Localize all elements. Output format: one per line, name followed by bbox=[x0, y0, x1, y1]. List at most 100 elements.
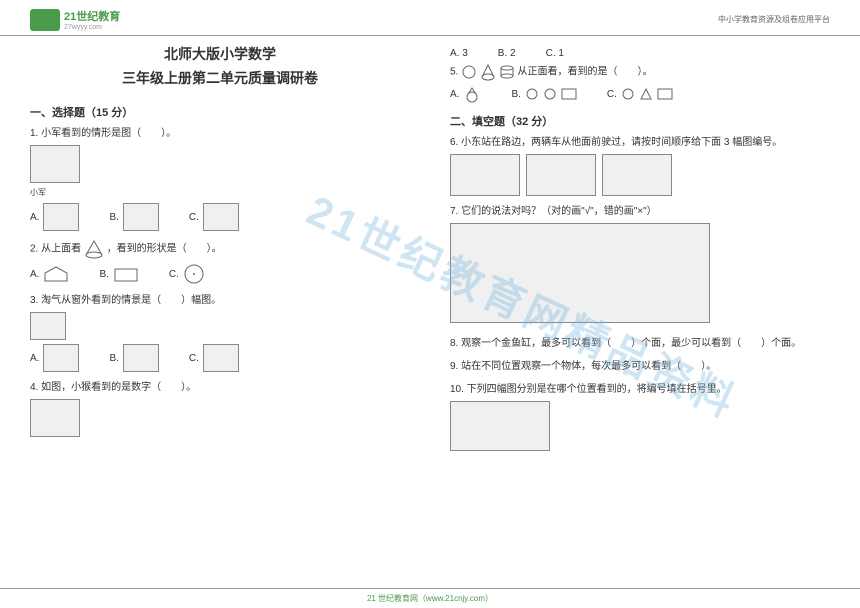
q3-figure bbox=[30, 312, 410, 340]
question-2: 2. 从上面看 ，看到的形状是（ ）。 A. B. C. bbox=[30, 239, 410, 285]
q6-figures bbox=[450, 154, 830, 196]
q3-b-image bbox=[123, 344, 159, 372]
q4-option-a: A. 3 bbox=[450, 48, 468, 59]
q9-text: 9. 站在不同位置观察一个物体，每次最多可以看到（ ）。 bbox=[450, 359, 830, 374]
q1-label: 小军 bbox=[30, 187, 410, 199]
question-8: 8. 观察一个金鱼缸，最多可以看到（ ）个面，最少可以看到（ ）个面。 bbox=[450, 336, 830, 351]
question-6: 6. 小东站在路边，两辆车从他面前驶过，请按时间顺序给下面 3 幅图编号。 bbox=[450, 135, 830, 196]
q2-c-label: C. bbox=[169, 267, 179, 282]
q5-option-c: C. bbox=[607, 87, 673, 102]
q6-text: 6. 小东站在路边，两辆车从他面前驶过，请按时间顺序给下面 3 幅图编号。 bbox=[450, 135, 830, 150]
q5-options: A. B. C. bbox=[450, 85, 830, 103]
logo-block: 21世纪教育 27wyyy.com bbox=[30, 8, 120, 31]
q1-c-image bbox=[203, 203, 239, 231]
q5-a-label: A. bbox=[450, 87, 459, 102]
q3-scene-image bbox=[30, 312, 66, 340]
q10-figure bbox=[450, 401, 830, 451]
q3-c-label: C. bbox=[189, 351, 199, 366]
q5-b-label: B. bbox=[511, 87, 520, 102]
q5-b-circle2 bbox=[543, 87, 557, 101]
logo-icon bbox=[30, 9, 60, 31]
q2-option-b: B. bbox=[99, 265, 138, 283]
q4-scene-image bbox=[30, 399, 80, 437]
section1-title: 一、选择题（15 分） bbox=[30, 104, 410, 120]
cylinder-shape-icon bbox=[499, 64, 515, 80]
q4-options: A. 3 B. 2 C. 1 bbox=[450, 48, 830, 59]
q8-text: 8. 观察一个金鱼缸，最多可以看到（ ）个面，最少可以看到（ ）个面。 bbox=[450, 336, 830, 351]
q1-text: 1. 小军看到的情形是图（ ）。 bbox=[30, 126, 410, 141]
left-column: 北师大版小学数学 三年级上册第二单元质量调研卷 一、选择题（15 分） 1. 小… bbox=[30, 44, 410, 459]
q3-c-image bbox=[203, 344, 239, 372]
logo-text-wrap: 21世纪教育 27wyyy.com bbox=[64, 8, 120, 31]
q1-option-a: A. bbox=[30, 203, 79, 231]
q4-figure bbox=[30, 399, 410, 437]
q3-option-a: A. bbox=[30, 344, 79, 372]
header-right-text: 中小学教育资源及组卷应用平台 bbox=[718, 14, 830, 25]
q3-b-label: B. bbox=[109, 351, 118, 366]
q3-option-b: B. bbox=[109, 344, 158, 372]
q3-a-label: A. bbox=[30, 351, 39, 366]
q10-scene-image bbox=[450, 401, 550, 451]
q6-truck-image-1 bbox=[450, 154, 520, 196]
q2-options: A. B. C. bbox=[30, 263, 410, 285]
logo-text: 21世纪教育 bbox=[64, 8, 120, 24]
question-7: 7. 它们的说法对吗？（对的画"√"，错的画"×"） bbox=[450, 204, 830, 328]
q4-option-b: B. 2 bbox=[498, 48, 516, 59]
cone-shape-icon bbox=[480, 63, 496, 81]
q6-truck-image-2 bbox=[526, 154, 596, 196]
cone-icon bbox=[84, 239, 104, 259]
q5-c-triangle bbox=[639, 87, 653, 101]
q4-option-c: C. 1 bbox=[546, 48, 564, 59]
title-line1: 北师大版小学数学 bbox=[30, 44, 410, 64]
q1-b-label: B. bbox=[109, 210, 118, 225]
question-4: 4. 如图，小猴看到的是数字（ ）。 bbox=[30, 380, 410, 437]
q5-option-a: A. bbox=[450, 85, 481, 103]
q5-pre: 5. bbox=[450, 67, 458, 78]
question-3: 3. 淘气从窗外看到的情景是（ ）幅图。 A. B. C. bbox=[30, 293, 410, 372]
q1-option-c: C. bbox=[189, 203, 239, 231]
q7-figure bbox=[450, 223, 830, 328]
page-footer: 21 世纪教育网（www.21cnjy.com） bbox=[0, 588, 860, 604]
q2-option-c: C. bbox=[169, 263, 205, 285]
circle-shape-icon bbox=[461, 64, 477, 80]
q1-b-image bbox=[123, 203, 159, 231]
q4-text: 4. 如图，小猴看到的是数字（ ）。 bbox=[30, 380, 410, 395]
question-10: 10. 下列四幅图分别是在哪个位置看到的，将编号填在括号里。 bbox=[450, 382, 830, 451]
q3-a-image bbox=[43, 344, 79, 372]
title-line2: 三年级上册第二单元质量调研卷 bbox=[30, 68, 410, 88]
content-area: 北师大版小学数学 三年级上册第二单元质量调研卷 一、选择题（15 分） 1. 小… bbox=[0, 36, 860, 467]
q5-c-label: C. bbox=[607, 87, 617, 102]
page-header: 21世纪教育 27wyyy.com 中小学教育资源及组卷应用平台 bbox=[0, 0, 860, 36]
pentagon-icon bbox=[43, 265, 69, 283]
q3-options: A. B. C. bbox=[30, 344, 410, 372]
question-5: 5. 从正面看，看到的是（ ）。 A. B. C. bbox=[450, 63, 830, 103]
q5-a-shape bbox=[463, 85, 481, 103]
q5-b-circle1 bbox=[525, 87, 539, 101]
q2-a-label: A. bbox=[30, 267, 39, 282]
q2-option-a: A. bbox=[30, 265, 69, 283]
q1-c-label: C. bbox=[189, 210, 199, 225]
q5-c-circle bbox=[621, 87, 635, 101]
q5-text-row: 5. 从正面看，看到的是（ ）。 bbox=[450, 63, 830, 81]
q1-options: A. B. C. bbox=[30, 203, 410, 231]
question-1: 1. 小军看到的情形是图（ ）。 小军 A. B. C. bbox=[30, 126, 410, 231]
q5-c-rect bbox=[657, 87, 673, 101]
rectangle-icon bbox=[113, 265, 139, 283]
q2-text-pre: 2. 从上面看 bbox=[30, 244, 81, 255]
q1-a-image bbox=[43, 203, 79, 231]
logo-url: 27wyyy.com bbox=[64, 24, 120, 31]
title-block: 北师大版小学数学 三年级上册第二单元质量调研卷 bbox=[30, 44, 410, 88]
q7-scene-image bbox=[450, 223, 710, 323]
q6-truck-image-3 bbox=[602, 154, 672, 196]
q5-tail: 从正面看，看到的是（ ）。 bbox=[517, 67, 652, 78]
q10-text: 10. 下列四幅图分别是在哪个位置看到的，将编号填在括号里。 bbox=[450, 382, 830, 397]
q1-figure bbox=[30, 145, 410, 183]
q1-a-label: A. bbox=[30, 210, 39, 225]
q5-b-rect bbox=[561, 87, 577, 101]
q1-option-b: B. bbox=[109, 203, 158, 231]
q2-text-tail: ，看到的形状是（ ）。 bbox=[107, 244, 222, 255]
circle-dot-icon bbox=[183, 263, 205, 285]
q5-option-b: B. bbox=[511, 87, 576, 102]
question-9: 9. 站在不同位置观察一个物体，每次最多可以看到（ ）。 bbox=[450, 359, 830, 374]
section2-title: 二、填空题（32 分） bbox=[450, 113, 830, 129]
